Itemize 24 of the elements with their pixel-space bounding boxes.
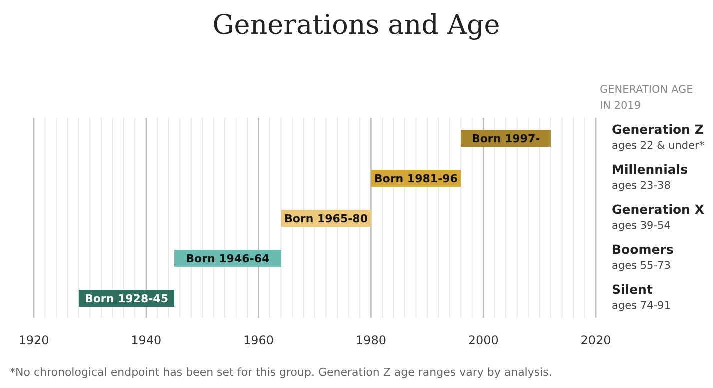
text: ages 39-54: [612, 220, 672, 232]
data-label: Born 1946-64: [186, 252, 270, 266]
text: ages 22 & under*: [612, 140, 705, 152]
text: ages 55-73: [612, 260, 671, 272]
x-tick-label: 1940: [131, 334, 162, 348]
y-tick-label: Silent: [612, 282, 653, 297]
x-tick-label: 1980: [356, 334, 386, 348]
y-tick-label: Generation Z: [612, 122, 704, 137]
data-label: Born 1928-45: [84, 292, 168, 306]
y-tick-label: Millennials: [612, 162, 688, 177]
x-tick-label: 2020: [580, 334, 612, 348]
y-tick-label: Generation X: [612, 202, 705, 217]
chart-title: Generations and Age: [212, 10, 502, 41]
x-tick-label: 2000: [468, 334, 499, 348]
data-label: Born 1997-: [472, 132, 540, 146]
y-axis-title: GENERATION AGE IN 2019: [600, 83, 694, 114]
data-label: Born 1965-80: [284, 212, 368, 226]
text: ages 23-38: [612, 180, 671, 192]
x-tick-label: 1960: [244, 334, 274, 348]
x-tick-label: 1920: [18, 334, 50, 348]
text: ages 74-91: [612, 300, 671, 312]
data-label: Born 1981-96: [374, 172, 458, 186]
text: *No chronological endpoint has been set for this group. Generation Z age ranges vary by analysis.: [10, 366, 552, 379]
y-tick-label: Boomers: [612, 242, 674, 257]
